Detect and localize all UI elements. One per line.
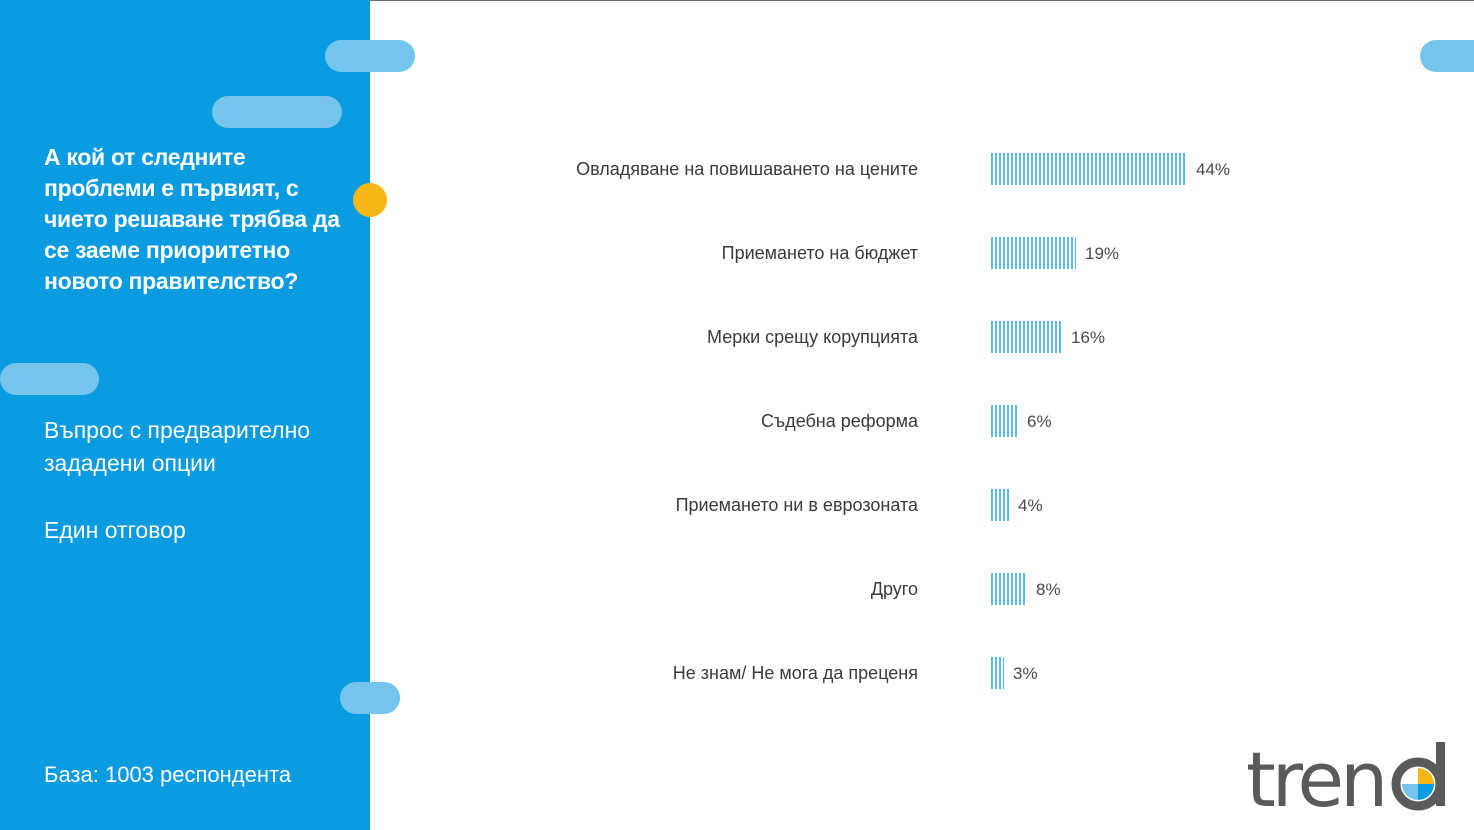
data-label: 4%	[1018, 496, 1043, 515]
category-label: Друго	[870, 579, 918, 599]
sidebar-panel: А кой от следните проблеми е първият, с …	[0, 0, 415, 830]
data-label: 3%	[1013, 664, 1038, 683]
decor-pill-second	[212, 96, 342, 128]
category-label: Мерки срещу корупцията	[707, 327, 918, 347]
category-label: Приемането ни в еврозоната	[675, 495, 918, 515]
decor-pill-left	[0, 363, 99, 395]
decor-pill-bottom	[340, 682, 400, 714]
bar	[991, 573, 1027, 605]
bar	[991, 405, 1018, 437]
svg-text:tren: tren	[1246, 736, 1384, 818]
category-label: Овладяване на повишаването на цените	[576, 159, 918, 179]
data-label: 8%	[1036, 580, 1061, 599]
base-respondents-text: База: 1003 респондента	[44, 762, 292, 787]
answer-type-text: Един отговор	[44, 517, 186, 543]
bar	[991, 657, 1004, 689]
data-label: 44%	[1196, 160, 1231, 179]
bar	[991, 153, 1187, 185]
category-label: Съдебна реформа	[760, 411, 918, 431]
question-type-text: Въпрос с предварително зададени опции	[44, 417, 311, 476]
data-label: 16%	[1071, 328, 1106, 347]
bar	[991, 489, 1009, 521]
question-text: А кой от следните проблеми е първият, с …	[44, 144, 340, 294]
decor-pill-right-edge	[1420, 40, 1474, 72]
decor-yellow-dot	[353, 183, 387, 217]
category-label: Приемането на бюджет	[721, 243, 918, 263]
category-label: Не знам/ Не мога да преценя	[672, 663, 918, 683]
data-label: 6%	[1027, 412, 1052, 431]
bar	[991, 321, 1062, 353]
data-label: 19%	[1085, 244, 1120, 263]
bar	[991, 237, 1076, 269]
decor-pill-top	[325, 40, 415, 72]
trend-logo: tren	[1246, 736, 1445, 818]
